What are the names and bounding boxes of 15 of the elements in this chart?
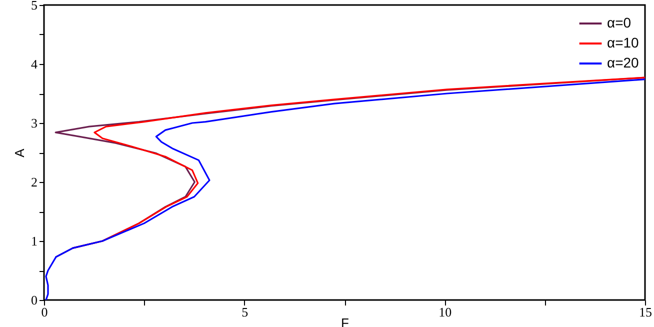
y-tick-label: 2	[31, 174, 38, 190]
y-tick-label: 0	[31, 292, 38, 308]
y-tick-label: 4	[31, 56, 38, 72]
legend-label: α=10	[607, 34, 640, 50]
x-tick-label: 10	[438, 304, 452, 320]
legend-label: α=0	[607, 14, 632, 30]
y-tick-label: 5	[31, 0, 38, 12]
y-tick-label: 3	[31, 116, 38, 130]
x-tick-label: 0	[41, 304, 48, 320]
x-tick-label: 15	[639, 304, 652, 320]
y-axis-title: A	[12, 148, 27, 158]
legend-label: α=20	[607, 54, 640, 70]
y-tick-label: 1	[31, 234, 38, 248]
x-tick-label: 5	[242, 304, 248, 320]
line-series	[45, 78, 645, 300]
